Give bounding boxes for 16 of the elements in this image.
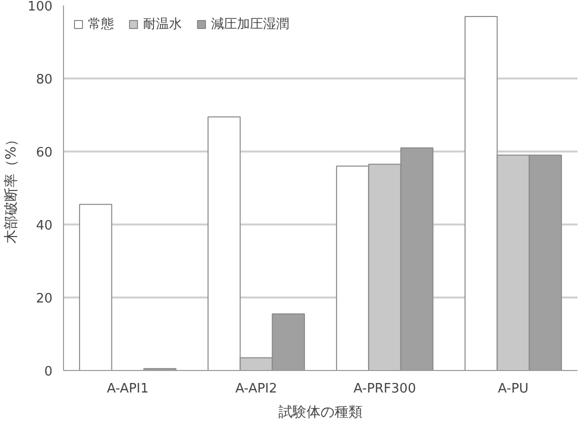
- x-tick-label: A-PRF300: [354, 382, 416, 396]
- y-tick-label: 80: [36, 72, 53, 88]
- x-tick-label: A-API1: [106, 382, 149, 396]
- y-axis-title: 木部破断率（%）: [4, 132, 20, 244]
- x-tick-label: A-PU: [498, 382, 529, 396]
- y-tick-label: 100: [28, 0, 53, 14]
- y-tick-label: 20: [36, 292, 53, 306]
- legend-label: 耐温水: [143, 16, 182, 33]
- y-tick-label: 0: [44, 364, 53, 380]
- x-axis-title: 試験体の種類: [278, 404, 362, 420]
- legend-label: 減圧加圧湿潤: [211, 16, 289, 33]
- x-tick-label: A-API2: [235, 382, 278, 396]
- y-tick-label: 60: [36, 146, 53, 160]
- legend-label: 常態: [88, 16, 114, 33]
- bar: [79, 204, 112, 370]
- y-tick-label: 40: [36, 218, 53, 234]
